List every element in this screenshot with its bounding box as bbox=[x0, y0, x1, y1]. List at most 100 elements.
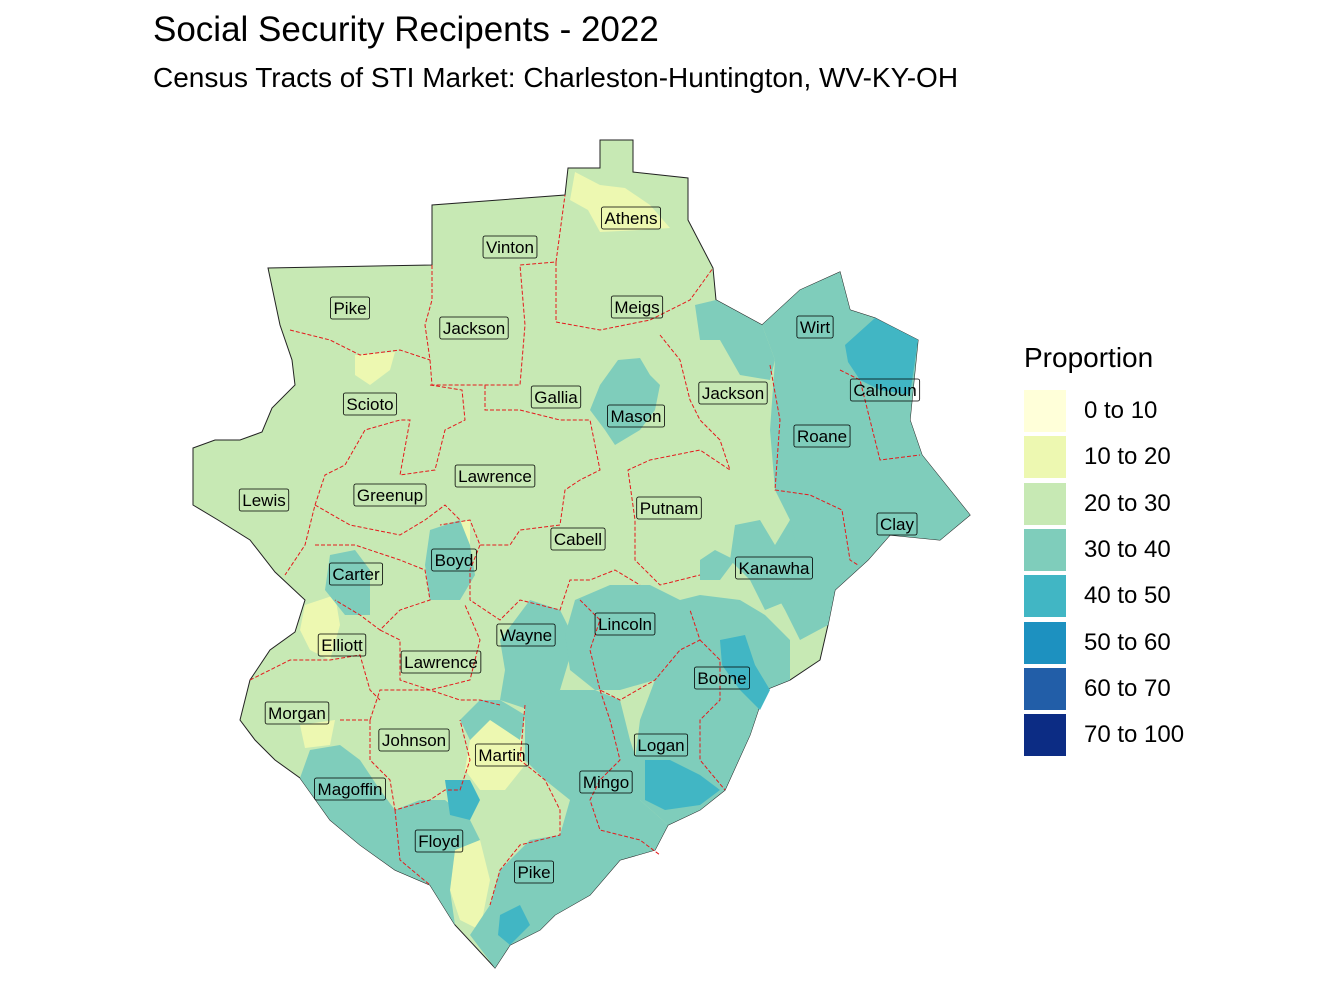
legend-swatch bbox=[1024, 575, 1066, 618]
legend-swatch bbox=[1024, 667, 1066, 710]
legend-label: 20 to 30 bbox=[1084, 489, 1171, 517]
county-label: Lewis bbox=[238, 488, 290, 512]
county-border bbox=[489, 704, 561, 906]
county-label: Cabell bbox=[550, 527, 606, 551]
county-label-box bbox=[636, 496, 702, 520]
county-label-text: Boyd bbox=[435, 551, 474, 570]
county-label-box bbox=[594, 612, 656, 636]
county-label: Pike bbox=[514, 860, 554, 884]
county-label: Morgan bbox=[264, 701, 330, 725]
county-label-box bbox=[378, 728, 450, 752]
legend-item: 60 to 70 bbox=[1024, 666, 1184, 712]
county-border bbox=[839, 369, 921, 461]
tract-athens-urban bbox=[570, 172, 670, 232]
county-border bbox=[589, 689, 661, 856]
tract-pike-southwest bbox=[450, 840, 490, 930]
county-label-box bbox=[439, 316, 509, 340]
county-label: Gallia bbox=[530, 385, 582, 409]
county-label-box bbox=[482, 235, 538, 259]
county-label: Jackson bbox=[439, 316, 509, 340]
tract-floyd bbox=[395, 800, 480, 925]
legend-label: 60 to 70 bbox=[1084, 674, 1171, 702]
county-label: Scioto bbox=[342, 392, 398, 416]
legend-label: 70 to 100 bbox=[1084, 721, 1185, 749]
legend-label: 10 to 20 bbox=[1084, 443, 1171, 471]
map-title: Social Security Recipents - 2022 bbox=[153, 10, 659, 49]
legend-label: 0 to 10 bbox=[1084, 397, 1158, 425]
tract-magoffin bbox=[300, 745, 395, 870]
legend-swatch bbox=[1024, 529, 1066, 572]
tract-calhoun bbox=[845, 318, 918, 395]
county-label-text: Roane bbox=[797, 427, 847, 446]
county-label-box bbox=[849, 378, 921, 402]
legend-label: 40 to 50 bbox=[1084, 582, 1171, 610]
tract-pike-south bbox=[498, 905, 530, 945]
legend-swatch bbox=[1024, 482, 1066, 525]
legend-label: 30 to 40 bbox=[1084, 536, 1171, 564]
county-border bbox=[314, 504, 461, 536]
county-label-box bbox=[342, 392, 398, 416]
tract-carter-east bbox=[325, 550, 370, 615]
county-label-text: Pike bbox=[333, 299, 366, 318]
tract-logan-east bbox=[645, 760, 720, 810]
county-label: Boyd bbox=[431, 548, 477, 572]
county-label: Vinton bbox=[482, 235, 538, 259]
county-label-text: Gallia bbox=[534, 388, 578, 407]
county-border bbox=[369, 719, 471, 811]
tract-elliott-west bbox=[300, 595, 340, 660]
county-label-box bbox=[530, 385, 582, 409]
legend-item: 0 to 10 bbox=[1024, 388, 1184, 434]
county-label-box bbox=[633, 733, 689, 757]
county-label-text: Putnam bbox=[640, 499, 699, 518]
tract-boyd-center bbox=[425, 520, 475, 600]
county-label-text: Lawrence bbox=[404, 653, 478, 672]
county-label: Lawrence bbox=[400, 650, 482, 674]
legend-title: Proportion bbox=[1024, 342, 1154, 373]
county-border bbox=[555, 262, 714, 331]
legend-item: 10 to 20 bbox=[1024, 434, 1184, 480]
county-label-box bbox=[414, 829, 464, 853]
county-label: Roane bbox=[793, 424, 851, 448]
county-label: Clay bbox=[876, 512, 918, 536]
map-subtitle: Census Tracts of STI Market: Charleston-… bbox=[153, 62, 959, 93]
county-label-text: Meigs bbox=[614, 298, 659, 317]
county-label-text: Lewis bbox=[242, 491, 285, 510]
county-border bbox=[579, 599, 701, 701]
county-label-box bbox=[317, 633, 367, 657]
tract-kanawha-south bbox=[700, 550, 735, 580]
county-label-text: Greenup bbox=[357, 486, 423, 505]
county-border bbox=[439, 385, 601, 546]
county-label: Pike bbox=[330, 296, 370, 320]
county-label-box bbox=[694, 666, 750, 690]
county-label: Calhoun bbox=[849, 378, 921, 402]
county-label: Meigs bbox=[610, 295, 664, 319]
county-label: Lawrence bbox=[454, 464, 536, 488]
county-label-text: Magoffin bbox=[318, 780, 383, 799]
county-label-box bbox=[264, 701, 330, 725]
county-border bbox=[394, 809, 431, 886]
county-label-text: Calhoun bbox=[853, 381, 916, 400]
county-label-box bbox=[796, 315, 834, 339]
tract-lincoln bbox=[565, 585, 690, 690]
county-label-box bbox=[735, 556, 813, 580]
county-label: Carter bbox=[328, 562, 384, 586]
county-label: Putnam bbox=[636, 496, 702, 520]
county-label: Floyd bbox=[414, 829, 464, 853]
county-label-box bbox=[876, 512, 918, 536]
legend: Proportion 0 to 10 10 to 20 20 to 30 30 to … bbox=[1024, 342, 1184, 758]
county-label: Greenup bbox=[353, 483, 427, 507]
county-label: Boone bbox=[694, 666, 750, 690]
county-labels: Athens Vinton Pike Jackson Meigs Wirt Calhoun S… bbox=[238, 206, 921, 884]
legend-item: 70 to 100 bbox=[1024, 712, 1184, 758]
county-label-box bbox=[400, 650, 482, 674]
county-label-box bbox=[698, 381, 768, 405]
county-label-text: Logan bbox=[637, 736, 684, 755]
county-border bbox=[627, 334, 731, 586]
county-label-text: Kanawha bbox=[739, 559, 810, 578]
legend-swatch bbox=[1024, 714, 1066, 757]
county-label: Wirt bbox=[796, 315, 834, 339]
county-label-text: Wayne bbox=[500, 626, 552, 645]
tract-scioto-north bbox=[355, 352, 395, 385]
county-border bbox=[284, 384, 466, 576]
county-label-text: Johnson bbox=[382, 731, 446, 750]
